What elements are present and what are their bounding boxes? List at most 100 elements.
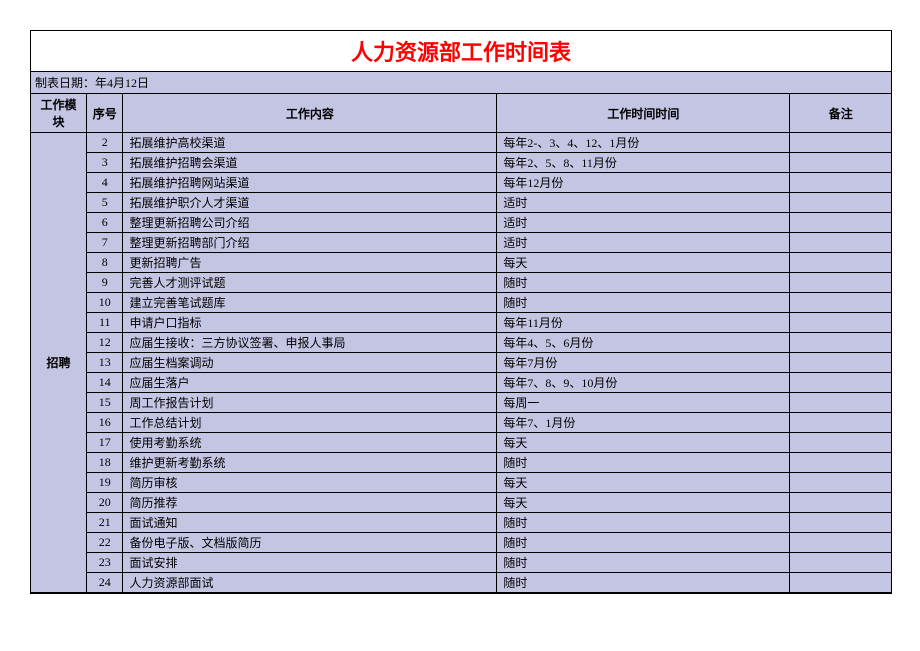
table-row: 10建立完善笔试题库随时: [31, 293, 891, 313]
seq-cell: 21: [87, 513, 123, 533]
time-cell: 每周一: [497, 393, 790, 413]
header-remark: 备注: [790, 94, 891, 133]
content-cell: 应届生接收：三方协议签署、申报人事局: [123, 333, 497, 353]
header-time: 工作时间时间: [497, 94, 790, 133]
remark-cell: [790, 333, 891, 353]
seq-cell: 9: [87, 273, 123, 293]
content-cell: 简历推荐: [123, 493, 497, 513]
table-row: 5拓展维护职介人才渠道适时: [31, 193, 891, 213]
table-row: 23面试安排随时: [31, 553, 891, 573]
header-row: 工作模块 序号 工作内容 工作时间时间 备注: [31, 94, 891, 133]
content-cell: 应届生档案调动: [123, 353, 497, 373]
table-row: 21面试通知随时: [31, 513, 891, 533]
table-row: 12应届生接收：三方协议签署、申报人事局每年4、5、6月份: [31, 333, 891, 353]
content-cell: 工作总结计划: [123, 413, 497, 433]
seq-cell: 18: [87, 453, 123, 473]
time-cell: 每年12月份: [497, 173, 790, 193]
remark-cell: [790, 293, 891, 313]
remark-cell: [790, 233, 891, 253]
table-row: 9完善人才测评试题随时: [31, 273, 891, 293]
seq-cell: 8: [87, 253, 123, 273]
time-cell: 每年7、1月份: [497, 413, 790, 433]
content-cell: 拓展维护招聘网站渠道: [123, 173, 497, 193]
content-cell: 面试通知: [123, 513, 497, 533]
remark-cell: [790, 513, 891, 533]
seq-cell: 3: [87, 153, 123, 173]
table-row: 11申请户口指标每年11月份: [31, 313, 891, 333]
remark-cell: [790, 553, 891, 573]
time-cell: 随时: [497, 453, 790, 473]
content-cell: 使用考勤系统: [123, 433, 497, 453]
remark-cell: [790, 273, 891, 293]
seq-cell: 5: [87, 193, 123, 213]
remark-cell: [790, 473, 891, 493]
content-cell: 整理更新招聘部门介绍: [123, 233, 497, 253]
time-cell: 每天: [497, 433, 790, 453]
time-cell: 每年2、5、8、11月份: [497, 153, 790, 173]
time-cell: 随时: [497, 573, 790, 593]
remark-cell: [790, 153, 891, 173]
remark-cell: [790, 413, 891, 433]
time-cell: 每年7月份: [497, 353, 790, 373]
time-cell: 适时: [497, 233, 790, 253]
time-cell: 每天: [497, 473, 790, 493]
seq-cell: 2: [87, 133, 123, 153]
table-row: 17使用考勤系统每天: [31, 433, 891, 453]
content-cell: 应届生落户: [123, 373, 497, 393]
remark-cell: [790, 393, 891, 413]
header-content: 工作内容: [123, 94, 497, 133]
content-cell: 申请户口指标: [123, 313, 497, 333]
seq-cell: 11: [87, 313, 123, 333]
table-body: 招聘2拓展维护高校渠道每年2-、3、4、12、1月份3拓展维护招聘会渠道每年2、…: [31, 133, 891, 593]
content-cell: 周工作报告计划: [123, 393, 497, 413]
content-cell: 完善人才测评试题: [123, 273, 497, 293]
time-cell: 每天: [497, 253, 790, 273]
seq-cell: 4: [87, 173, 123, 193]
seq-cell: 20: [87, 493, 123, 513]
seq-cell: 22: [87, 533, 123, 553]
remark-cell: [790, 453, 891, 473]
time-cell: 随时: [497, 553, 790, 573]
module-cell: 招聘: [31, 133, 87, 593]
seq-cell: 10: [87, 293, 123, 313]
seq-cell: 6: [87, 213, 123, 233]
table-row: 16工作总结计划每年7、1月份: [31, 413, 891, 433]
seq-cell: 14: [87, 373, 123, 393]
remark-cell: [790, 433, 891, 453]
content-cell: 拓展维护招聘会渠道: [123, 153, 497, 173]
content-cell: 整理更新招聘公司介绍: [123, 213, 497, 233]
table-row: 招聘2拓展维护高校渠道每年2-、3、4、12、1月份: [31, 133, 891, 153]
content-cell: 更新招聘广告: [123, 253, 497, 273]
seq-cell: 24: [87, 573, 123, 593]
remark-cell: [790, 493, 891, 513]
time-cell: 随时: [497, 273, 790, 293]
remark-cell: [790, 213, 891, 233]
seq-cell: 16: [87, 413, 123, 433]
table-row: 22备份电子版、文档版简历随时: [31, 533, 891, 553]
time-cell: 适时: [497, 193, 790, 213]
content-cell: 备份电子版、文档版简历: [123, 533, 497, 553]
time-cell: 每年4、5、6月份: [497, 333, 790, 353]
remark-cell: [790, 373, 891, 393]
table-row: 14应届生落户每年7、8、9、10月份: [31, 373, 891, 393]
remark-cell: [790, 573, 891, 593]
seq-cell: 23: [87, 553, 123, 573]
content-cell: 简历审核: [123, 473, 497, 493]
seq-cell: 15: [87, 393, 123, 413]
content-cell: 人力资源部面试: [123, 573, 497, 593]
time-cell: 每年7、8、9、10月份: [497, 373, 790, 393]
content-cell: 拓展维护职介人才渠道: [123, 193, 497, 213]
table-row: 15周工作报告计划每周一: [31, 393, 891, 413]
title: 人力资源部工作时间表: [31, 31, 891, 72]
time-cell: 每天: [497, 493, 790, 513]
time-cell: 适时: [497, 213, 790, 233]
content-cell: 面试安排: [123, 553, 497, 573]
schedule-table: 工作模块 序号 工作内容 工作时间时间 备注 招聘2拓展维护高校渠道每年2-、3…: [31, 94, 891, 593]
time-cell: 随时: [497, 533, 790, 553]
header-seq: 序号: [87, 94, 123, 133]
table-row: 3拓展维护招聘会渠道每年2、5、8、11月份: [31, 153, 891, 173]
table-row: 20简历推荐每天: [31, 493, 891, 513]
time-cell: 每年2-、3、4、12、1月份: [497, 133, 790, 153]
table-row: 19简历审核每天: [31, 473, 891, 493]
remark-cell: [790, 353, 891, 373]
